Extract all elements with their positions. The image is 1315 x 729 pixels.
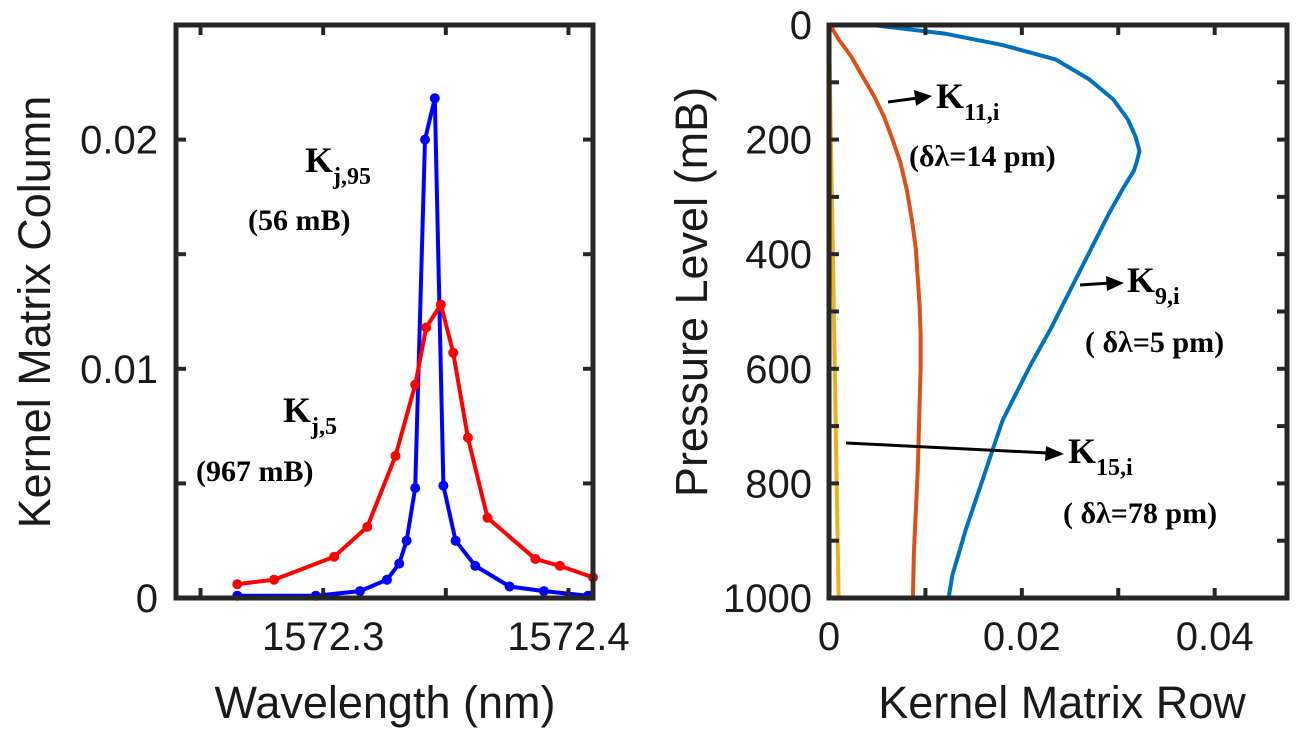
left-series-point-1 [362,521,373,532]
left-series-point-0 [429,93,440,104]
left-series-point-0 [382,574,392,585]
left-series-point-1 [232,579,243,590]
left-xlabel: Wavelength (nm) [215,677,556,728]
left-series-point-0 [401,535,412,546]
left-ticks [176,23,593,600]
left-series-point-1 [269,574,280,585]
left-panel: 1572.3 1572.4 0 0.01 0.02 Wavelength (nm… [9,22,630,728]
left-series-point-1 [329,551,340,562]
left-series-point-1 [435,299,446,310]
left-series-line-0 [237,96,589,598]
right-series-line-1 [828,23,923,599]
anno-k15-note: ( δλ=78 pm) [1063,497,1217,530]
right-ticks [827,23,1287,600]
anno-k9-note: ( δλ=5 pm) [1085,326,1224,359]
anno-kj95-note: (56 mB) [248,204,350,237]
arrow-k9-head [1106,276,1124,291]
annotation-arrows [845,90,1124,461]
anno-k11-note: (δλ=14 pm) [909,140,1056,173]
right-series-line-0 [872,23,1142,599]
anno-kj5-note: (967 mB) [196,455,313,488]
left-xtick-label: 1572.3 [262,615,384,659]
right-ytick-label: 1000 [723,577,812,621]
right-xtick-label: 0.04 [1176,615,1254,659]
left-series-point-0 [410,483,421,493]
left-series-point-0 [470,560,481,571]
right-ytick-label: 800 [745,462,812,506]
right-ylabel: Pressure Level (mB) [666,87,717,497]
right-ytick-label: 600 [745,348,812,392]
right-xtick-label: 0.02 [983,615,1061,659]
arrow-k11-head [914,90,932,106]
left-series-point-0 [438,480,449,491]
left-ytick-label: 0.02 [80,119,158,163]
left-series-point-1 [390,450,401,461]
left-series-line-1 [237,302,594,587]
anno-k9-main: K9,i [1127,260,1180,310]
left-ylabel: Kernel Matrix Column [9,96,60,529]
arrow-k11 [887,96,919,104]
right-ytick-label: 400 [745,233,812,277]
anno-kj95-main: Kj,95 [305,140,371,190]
left-series-point-0 [420,134,430,145]
left-series-point-1 [482,512,493,523]
left-series-point-1 [448,347,459,358]
arrow-k9 [1079,281,1111,287]
left-series-point-1 [462,432,473,443]
right-ytick-label: 200 [745,119,812,163]
left-series-point-0 [355,586,365,597]
right-xtick-label: 0 [818,615,840,659]
left-series-point-0 [450,535,461,546]
left-series-point-1 [410,379,421,390]
arrow-k15 [845,441,1049,455]
left-ytick-label: 0.01 [80,348,158,392]
right-panel: 0 0.02 0.04 0 200 400 600 800 1000 Kerne… [666,4,1290,728]
left-axes-frame [173,22,596,601]
right-ytick-label: 0 [790,4,812,48]
anno-kj5-main: Kj,5 [283,390,337,440]
right-xlabel: Kernel Matrix Row [878,677,1246,728]
left-series-point-1 [554,560,565,571]
anno-k15-main: K15,i [1068,431,1133,481]
left-ytick-label: 0 [136,577,158,621]
left-series-point-1 [530,554,541,564]
left-series-point-0 [538,586,549,597]
arrow-k15-head [1045,446,1064,461]
left-series-point-1 [421,322,432,333]
left-xtick-label: 1572.4 [507,615,629,659]
anno-k11-main: K11,i [936,76,1000,126]
left-plot-area [232,93,598,601]
left-series-point-0 [394,558,405,569]
left-series-point-0 [504,581,515,592]
